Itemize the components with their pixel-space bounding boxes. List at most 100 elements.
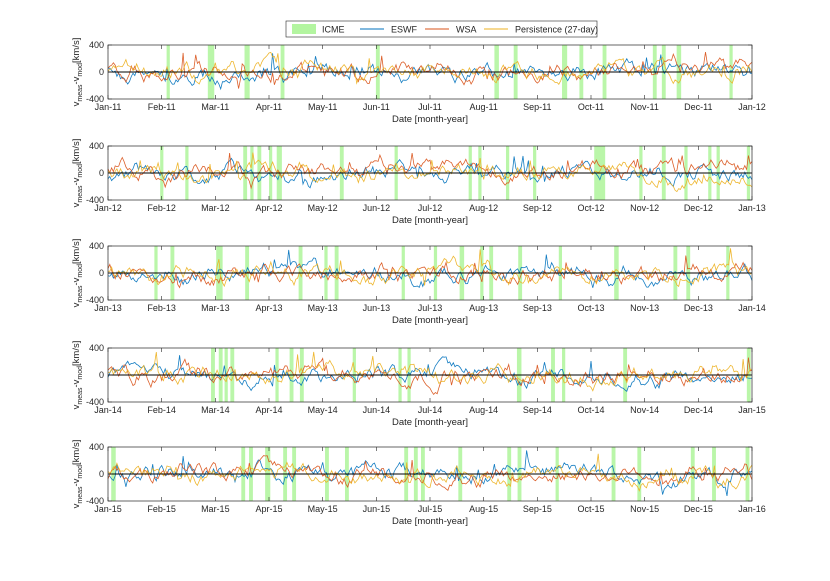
x-tick-label: Mar-15: [201, 504, 230, 514]
x-tick-label: Sep-14: [523, 405, 552, 415]
panel-5: -400 0 400 Jan-15 Feb-15 Mar-15 Apr-15 May-15 Ju…: [71, 440, 766, 527]
x-tick-label: Feb-13: [147, 303, 176, 313]
x-tick-label: Jun-14: [363, 405, 391, 415]
x-tick-label: Jan-11: [95, 102, 122, 112]
y-tick-label: 400: [89, 40, 104, 50]
y-tick-label: 0: [99, 67, 104, 77]
y-axis-label-part: -v: [71, 379, 82, 387]
y-axis-label-part: mod: [77, 366, 84, 380]
x-axis-label: Date [month-year]: [392, 516, 468, 527]
x-tick-label: Nov-11: [630, 102, 658, 112]
y-axis-label-part: v: [71, 101, 82, 106]
x-tick-label: Feb-14: [147, 405, 176, 415]
series-wsa: [107, 51, 753, 89]
x-tick-label: Apr-15: [255, 504, 282, 514]
x-tick-label: Feb-12: [147, 203, 176, 213]
y-axis-label-part: [km/s]: [71, 239, 82, 264]
series-eswf: [107, 249, 753, 289]
x-tick-label: Mar-12: [201, 203, 230, 213]
x-tick-label: Jan-15: [94, 504, 122, 514]
y-tick-label: 400: [89, 241, 104, 251]
x-tick-label: Jan-14: [738, 303, 766, 313]
legend-label: ESWF: [391, 25, 418, 35]
y-axis-label: vmeas-vmod[km/s]: [71, 341, 84, 410]
y-axis-label-part: v: [71, 302, 82, 307]
x-tick-label: Jun-13: [363, 303, 391, 313]
y-axis-label-part: [km/s]: [71, 341, 82, 366]
y-axis-label: vmeas-vmod[km/s]: [71, 139, 84, 208]
x-tick-label: Feb-11: [148, 102, 176, 112]
x-tick-label: Jan-12: [738, 102, 766, 112]
x-tick-label: Mar-11: [201, 102, 229, 112]
x-axis-label: Date [month-year]: [392, 315, 468, 326]
panel-3: -400 0 400 Jan-13 Feb-13 Mar-13 Apr-13 May-13 Ju…: [71, 239, 766, 326]
y-axis-label: vmeas-vmod[km/s]: [71, 38, 84, 107]
x-tick-label: Apr-11: [256, 102, 282, 112]
x-tick-label: Mar-13: [201, 303, 230, 313]
x-tick-label: May-15: [308, 504, 338, 514]
x-tick-label: Mar-14: [201, 405, 230, 415]
series-persistence-27-day-: [107, 152, 753, 193]
y-axis-label-part: -v: [71, 478, 82, 486]
x-tick-label: Sep-13: [523, 303, 552, 313]
x-tick-label: Jul-14: [418, 405, 443, 415]
x-tick-label: Jan-14: [94, 405, 122, 415]
panel-4: -400 0 400 Jan-14 Feb-14 Mar-14 Apr-14 May-14 Ju…: [71, 341, 766, 428]
x-tick-label: Jul-13: [418, 303, 443, 313]
x-tick-label: Oct-11: [578, 102, 604, 112]
series-wsa: [107, 455, 753, 491]
x-axis-label: Date [month-year]: [392, 215, 468, 226]
x-tick-label: Nov-15: [630, 504, 659, 514]
x-tick-label: Dec-12: [684, 203, 713, 213]
series-persistence-27-day-: [108, 248, 753, 288]
y-tick-label: 400: [89, 442, 104, 452]
x-tick-label: Aug-11: [469, 102, 497, 112]
y-axis-label-part: meas: [77, 285, 84, 303]
y-axis-label-part: mod: [77, 264, 84, 278]
x-axis-label: Date [month-year]: [392, 417, 468, 428]
x-tick-label: Apr-12: [255, 203, 282, 213]
y-axis-label-part: meas: [77, 486, 84, 504]
y-axis-label-part: meas: [77, 84, 84, 102]
x-tick-label: Jan-13: [738, 203, 766, 213]
x-tick-label: Dec-13: [684, 303, 713, 313]
y-axis-label-part: v: [71, 404, 82, 409]
x-axis-label: Date [month-year]: [392, 114, 468, 125]
y-axis-label-part: mod: [77, 465, 84, 479]
x-tick-label: Nov-14: [630, 405, 659, 415]
series-eswf: [107, 53, 753, 91]
x-tick-label: Jun-12: [363, 203, 391, 213]
legend-label: ICME: [322, 25, 345, 35]
x-tick-label: Aug-13: [469, 303, 498, 313]
panel-1: -400 0 400 Jan-11 Feb-11 Mar-11 Apr-11 May-11 Ju…: [71, 38, 766, 125]
x-tick-label: Jul-12: [418, 203, 443, 213]
x-tick-label: Jul-11: [418, 102, 442, 112]
x-tick-label: Jun-15: [363, 504, 391, 514]
x-tick-label: Jun-11: [363, 102, 390, 112]
x-tick-label: Jan-12: [94, 203, 122, 213]
series-persistence-27-day-: [107, 51, 753, 85]
x-tick-label: Jul-15: [418, 504, 443, 514]
x-tick-label: Oct-13: [577, 303, 604, 313]
legend-swatch-icme: [292, 24, 316, 34]
y-tick-label: -400: [86, 94, 104, 104]
legend: ICME ESWF WSA Persistence (27-day): [285, 20, 598, 38]
y-axis-label: vmeas-vmod[km/s]: [71, 440, 84, 509]
series-persistence-27-day-: [107, 453, 753, 492]
y-axis-label-part: meas: [77, 185, 84, 203]
x-tick-label: Sep-15: [523, 504, 552, 514]
y-axis-label-part: mod: [77, 63, 84, 77]
x-tick-label: Sep-11: [523, 102, 551, 112]
y-tick-label: 0: [99, 268, 104, 278]
x-tick-label: Jan-13: [94, 303, 122, 313]
y-tick-label: 0: [99, 168, 104, 178]
y-axis-label-part: v: [71, 202, 82, 207]
series-eswf: [107, 155, 753, 189]
y-axis-label-part: [km/s]: [71, 440, 82, 465]
x-tick-label: Dec-11: [684, 102, 712, 112]
x-tick-label: May-14: [308, 405, 338, 415]
y-axis-label-part: -v: [71, 277, 82, 285]
y-tick-label: 400: [89, 141, 104, 151]
panels: -400 0 400 Jan-11 Feb-11 Mar-11 Apr-11 May-11 Ju…: [71, 38, 766, 527]
